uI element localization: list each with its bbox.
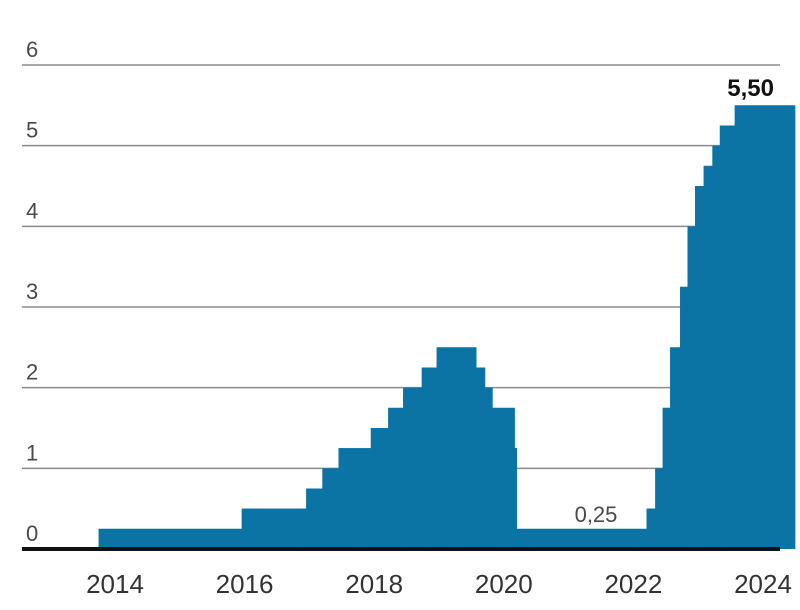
y-tick-label-3: 3 [26,279,38,304]
rate-step-2018-03-21 [388,407,404,549]
rate-step-2013-10-01 [98,528,242,549]
rate-step-2022-12-14 [695,186,704,549]
y-tick-label-6: 6 [26,37,38,62]
rate-area [98,105,796,550]
rate-step-2023-07-26 [734,105,796,549]
rate-step-2019-09-18 [485,387,493,549]
rate-step-2022-06-15 [662,407,671,549]
rate-step-2017-06-14 [338,448,371,549]
rate-step-2020-03-15 [516,528,647,549]
x-tick-label-2018: 2018 [345,569,403,599]
x-tick-label-2022: 2022 [604,569,662,599]
x-axis-ticks: 2014 2016 2018 2020 2022 2024 [86,569,792,599]
rate-step-2022-09-21 [680,286,688,549]
rate-step-2022-11-02 [687,226,696,549]
y-tick-label-2: 2 [26,360,38,385]
rate-step-2017-12-13 [370,428,389,549]
x-tick-label-2016: 2016 [216,569,274,599]
y-tick-label-4: 4 [26,198,38,223]
rate-step-2022-03-16 [646,508,656,549]
annotation-current-rate: 5,50 [727,75,774,102]
rate-step-2019-10-30 [492,407,515,549]
rate-step-2023-03-22 [712,145,720,550]
y-tick-label-0: 0 [26,521,38,546]
x-tick-label-2014: 2014 [86,569,144,599]
rate-step-2016-12-14 [306,488,323,549]
rate-step-2022-07-27 [670,347,681,549]
rate-step-2019-07-31 [476,367,486,549]
annotations: 0,25 5,50 [575,75,774,527]
rate-step-2017-03-15 [322,468,339,549]
rate-step-2018-06-13 [403,387,422,549]
rate-step-2023-05-03 [719,125,735,549]
y-tick-label-5: 5 [26,118,38,143]
rate-step-2022-05-04 [655,468,663,549]
rate-step-2018-09-26 [421,367,437,549]
rate-step-2015-12-16 [241,508,307,549]
x-tick-label-2024: 2024 [734,569,792,599]
grid-lines [22,64,780,470]
rate-step-2023-02-01 [703,165,713,549]
y-tick-label-1: 1 [26,440,38,465]
y-axis-ticks: 0 1 2 3 4 5 6 [26,37,38,546]
x-tick-label-2020: 2020 [475,569,533,599]
annotation-low-rate: 0,25 [575,502,618,527]
rate-step-2020-03-03 [514,448,517,549]
rate-step-2018-12-19 [436,347,477,549]
